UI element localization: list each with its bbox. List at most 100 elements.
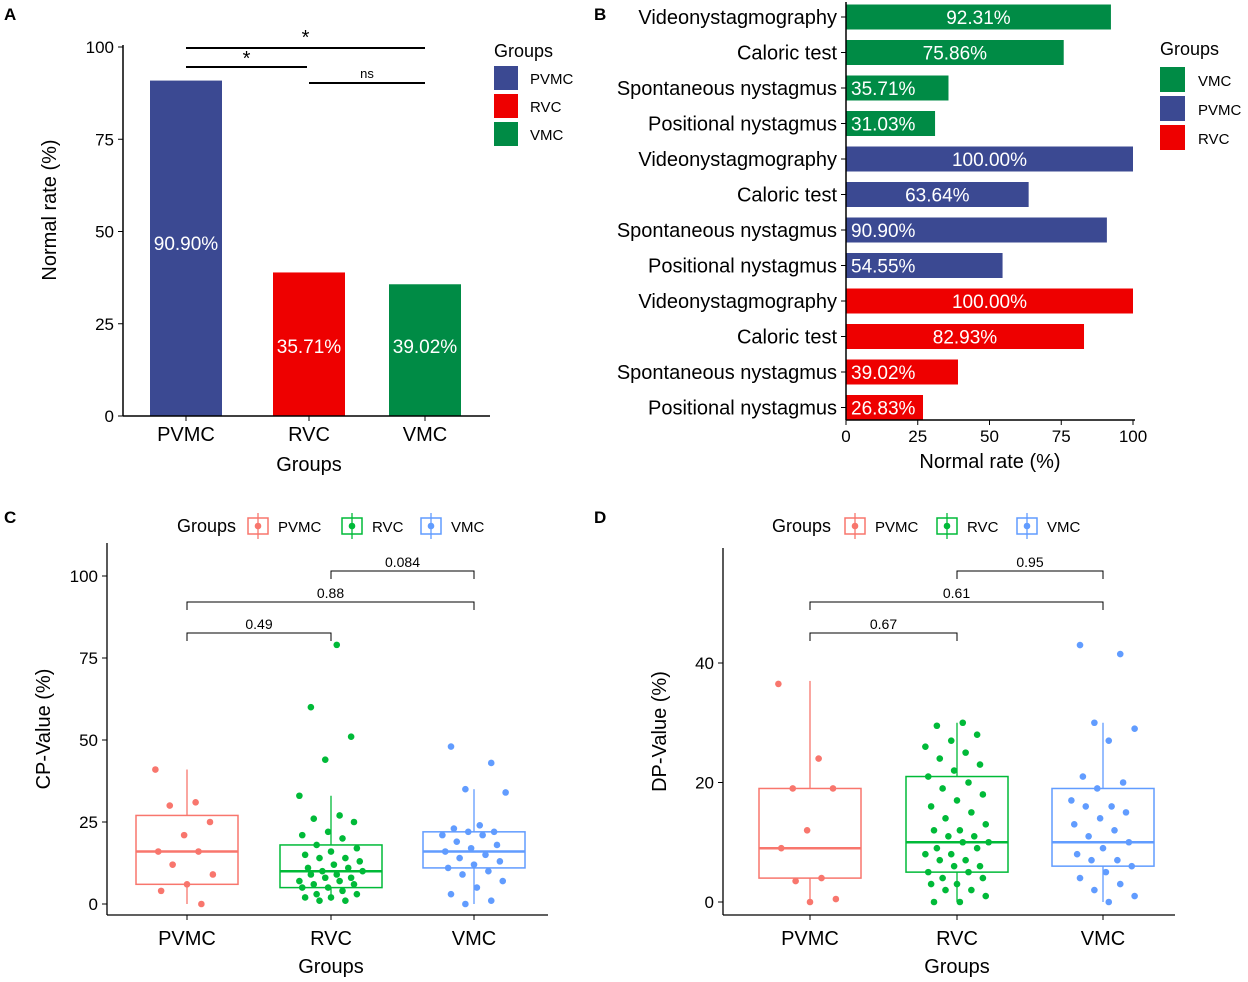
d-point-rvc [968, 886, 975, 894]
c-point-pvmc [192, 799, 199, 806]
b-category-label: Spontaneous nystagmus [617, 362, 837, 384]
d-point-rvc [924, 773, 932, 780]
d-point-rvc [933, 844, 941, 852]
a-bar-label: 39.02% [393, 337, 458, 358]
b-bar-label: 63.64% [905, 186, 970, 207]
c-point-vmc [450, 825, 458, 832]
d-box-pvmc [758, 787, 862, 879]
d-ytick-label: 0 [705, 893, 714, 912]
c-point-vmc [441, 848, 449, 855]
d-y-axis-title: DP-Value (%) [649, 671, 671, 792]
c-point-pvmc [183, 881, 191, 888]
b-bar-label: 100.00% [952, 150, 1027, 171]
c-point-rvc [298, 831, 306, 839]
d-pvalue-label: 0.67 [870, 616, 897, 632]
c-point-rvc [304, 864, 312, 872]
c-point-rvc [344, 864, 352, 872]
c-point-vmc [456, 854, 463, 862]
b-bar-pvmc-positional-nystagmus [846, 253, 1003, 278]
b-category-label: Caloric test [737, 185, 837, 207]
d-point-vmc [1088, 856, 1095, 864]
d-point-vmc [1105, 737, 1113, 744]
d-legend-label: PVMC [875, 519, 919, 536]
c-point-rvc [333, 641, 341, 649]
c-point-rvc [347, 733, 355, 741]
d-point-rvc [936, 856, 944, 864]
d-point-vmc [1070, 821, 1078, 828]
c-ytick-label: 100 [70, 567, 98, 586]
d-point-rvc [930, 898, 938, 906]
a-xtick-label: VMC [403, 424, 447, 446]
b-legend-swatch-vmc [1160, 67, 1185, 92]
a-bar-vmc [389, 284, 461, 416]
c-point-rvc [313, 841, 320, 849]
c-point-rvc [330, 861, 338, 868]
a-bar-label: 35.71% [277, 337, 342, 358]
d-point-rvc [950, 767, 958, 774]
d-point-pvmc [803, 827, 811, 834]
d-point-rvc [976, 761, 984, 768]
c-point-vmc [447, 890, 455, 898]
d-point-vmc [1085, 832, 1092, 840]
c-legend-key-point [348, 522, 356, 530]
panel-c-box-plot: 0 25 50 75 100 PVMC RVC VMC Groups CP-Value (%) 0.… [33, 513, 548, 978]
c-point-pvmc [169, 861, 176, 868]
b-legend-label: RVC [1198, 131, 1230, 148]
c-ytick-label: 0 [89, 895, 98, 914]
a-ytick-label: 100 [86, 38, 114, 57]
c-point-pvmc [206, 818, 214, 826]
c-ytick-label: 75 [79, 649, 98, 668]
c-point-rvc [319, 867, 326, 875]
d-legend-label: RVC [967, 519, 999, 536]
b-bar-label: 75.86% [923, 44, 988, 65]
a-legend-swatch-vmc [494, 122, 518, 146]
c-point-pvmc [154, 848, 162, 855]
d-point-vmc [1122, 809, 1130, 816]
c-y-axis-title: CP-Value (%) [33, 669, 55, 790]
c-pvalue-bracket [186, 632, 332, 641]
d-point-vmc [1116, 880, 1124, 888]
c-point-rvc [296, 877, 303, 885]
c-pvalue-label: 0.084 [385, 554, 420, 570]
d-point-rvc [945, 832, 952, 840]
c-legend-title: Groups [177, 516, 236, 536]
d-pvalue-bracket [809, 632, 958, 641]
d-point-vmc [1093, 785, 1101, 792]
a-legend-swatch-pvmc [494, 66, 518, 90]
b-bar-label: 26.83% [851, 399, 916, 420]
b-legend-swatch-rvc [1160, 125, 1185, 150]
c-point-rvc [307, 703, 315, 711]
a-bar-label: 90.90% [154, 234, 219, 255]
c-point-rvc [310, 815, 318, 823]
d-point-vmc [1091, 719, 1098, 727]
a-bar-pvmc [150, 80, 222, 416]
c-point-vmc [476, 821, 484, 829]
d-point-rvc [982, 821, 990, 828]
d-point-rvc [970, 832, 978, 840]
d-point-pvmc [775, 680, 782, 688]
c-point-rvc [342, 854, 349, 862]
c-box-pvmc [135, 814, 239, 886]
a-ytick-label: 75 [95, 130, 114, 149]
b-category-label: Videonystagmography [638, 7, 837, 29]
d-point-rvc [979, 874, 987, 882]
b-bar-label: 39.02% [851, 363, 916, 384]
d-point-rvc [953, 880, 961, 888]
c-point-rvc [327, 848, 335, 855]
c-point-vmc [487, 759, 495, 767]
c-point-pvmc [198, 900, 205, 908]
d-point-vmc [1128, 862, 1136, 870]
c-point-vmc [479, 831, 486, 839]
c-point-vmc [447, 743, 455, 750]
d-point-vmc [1105, 898, 1113, 906]
panel-b-letter: B [594, 5, 606, 24]
d-point-rvc [973, 844, 981, 852]
a-legend-label: RVC [530, 99, 562, 116]
d-point-pvmc [806, 898, 814, 906]
a-ytick-label: 50 [95, 223, 114, 242]
b-category-label: Caloric test [737, 327, 837, 349]
c-point-rvc [359, 867, 366, 875]
b-xtick-label: 100 [1119, 427, 1147, 446]
b-category-label: Spontaneous nystagmus [617, 78, 837, 100]
panel-d-box-plot: 0 20 40 PVMC RVC VMC Groups DP-Value (%) 0.95 0.6… [649, 513, 1175, 978]
